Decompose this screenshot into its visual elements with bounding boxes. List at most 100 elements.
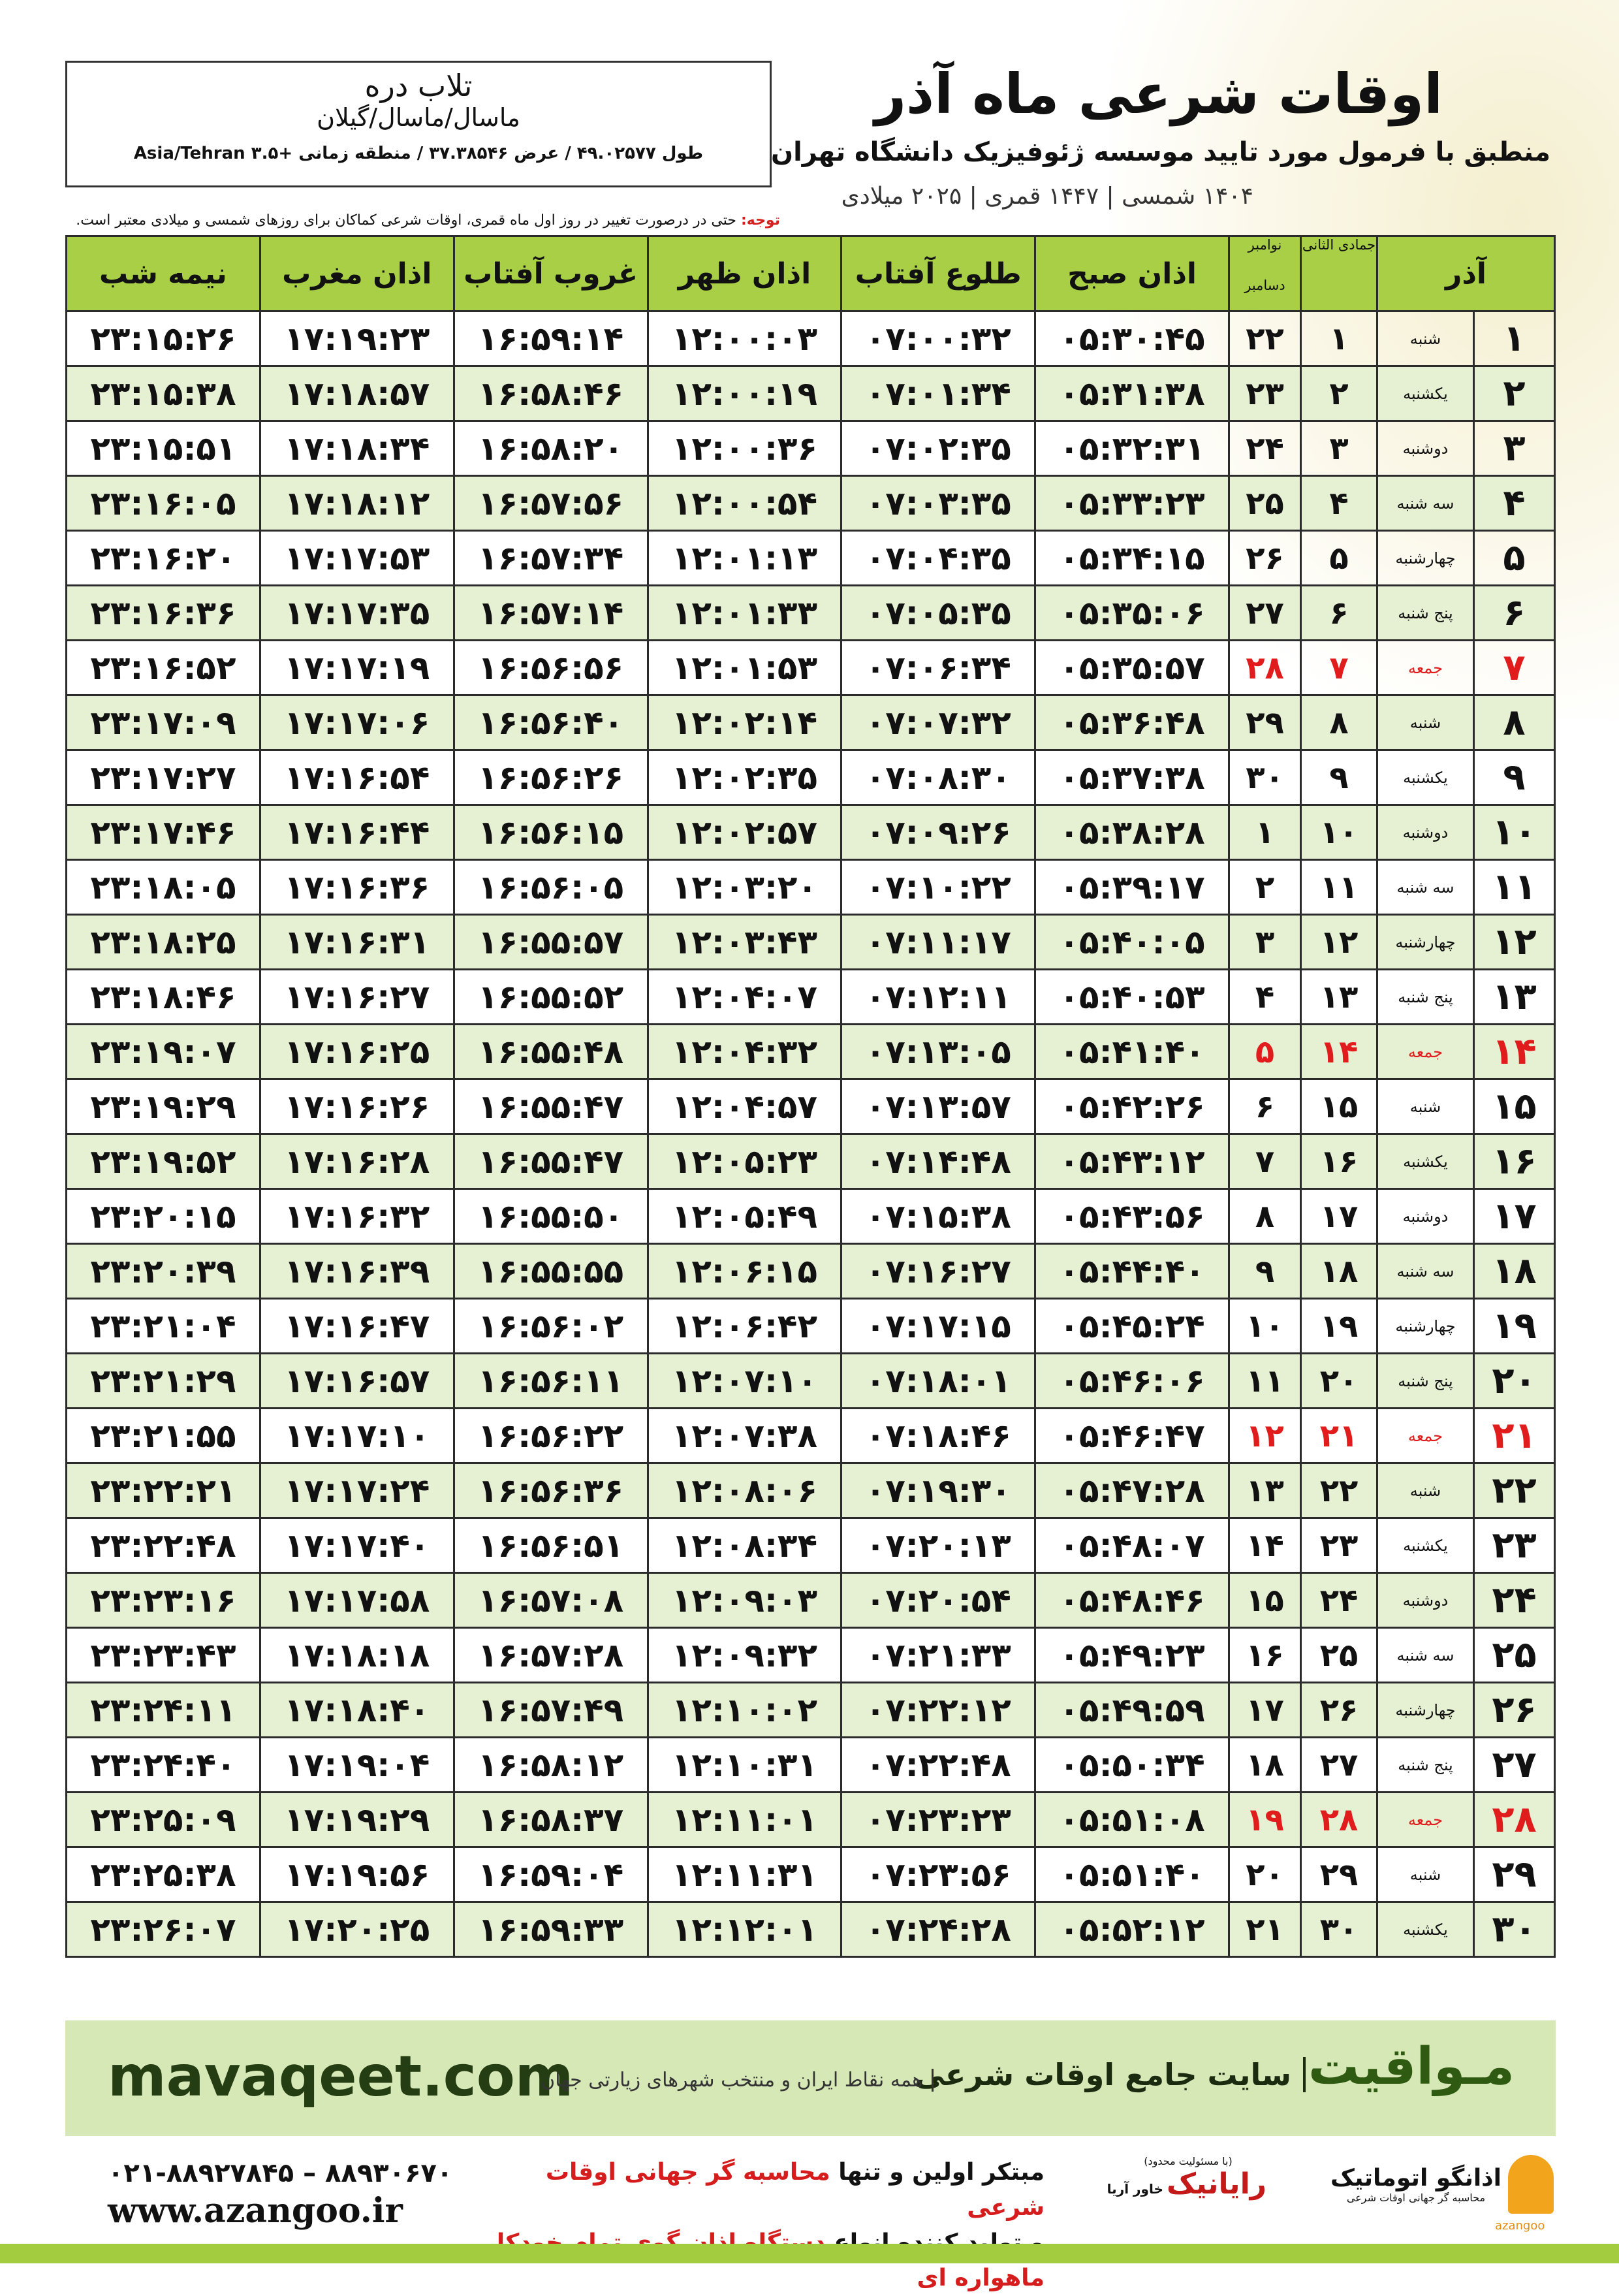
- sunset-cell: ۱۶:۵۵:۵۲: [452, 968, 649, 1025]
- dhuhr-cell: ۱۲:۱۱:۰۱: [646, 1791, 843, 1848]
- midnight-cell: ۲۳:۱۵:۵۱: [65, 420, 261, 477]
- midnight-cell: ۲۳:۲۰:۱۵: [65, 1188, 261, 1245]
- day-cell: ۱۱: [1473, 859, 1556, 916]
- day-cell: ۵: [1473, 530, 1556, 586]
- coverage: همه نقاط ایران و منتخب شهرهای زیارتی جها…: [541, 2069, 934, 2092]
- midnight-cell: ۲۳:۲۲:۲۱: [65, 1462, 261, 1519]
- sunrise-cell: ۰۷:۰۰:۳۲: [840, 310, 1037, 367]
- gregorian-day-cell: ۲۶: [1228, 530, 1302, 586]
- sunrise-cell: ۰۷:۰۳:۳۵: [840, 475, 1037, 532]
- fajr-cell: ۰۵:۴۸:۴۶: [1034, 1572, 1230, 1629]
- day-cell: ۱۷: [1473, 1188, 1556, 1245]
- day-cell: ۱۴: [1473, 1023, 1556, 1080]
- gregorian-day-cell: ۱۳: [1228, 1462, 1302, 1519]
- sunset-cell: ۱۶:۵۶:۱۱: [452, 1352, 649, 1409]
- dhuhr-cell: ۱۲:۰۶:۱۵: [646, 1243, 843, 1299]
- sunrise-cell: ۰۷:۰۶:۳۴: [840, 639, 1037, 696]
- gregorian-day-cell: ۱۲: [1228, 1407, 1302, 1464]
- sunset-cell: ۱۶:۵۶:۵۶: [452, 639, 649, 696]
- table-row: ۱ شنبه ۱ ۲۲ ۰۵:۳۰:۴۵ ۰۷:۰۰:۳۲ ۱۲:۰۰:۰۳ ۱۶:۵۹:۱۴…: [65, 310, 1556, 367]
- day-cell: ۲۱: [1473, 1407, 1556, 1464]
- column-header: اذان صبح: [1034, 235, 1230, 312]
- day-cell: ۱۳: [1473, 968, 1556, 1025]
- sunset-cell: ۱۶:۵۷:۰۸: [452, 1572, 649, 1629]
- day-cell: ۲۸: [1473, 1791, 1556, 1848]
- table-row: ۲۸ جمعه ۲۸ ۱۹ ۰۵:۵۱:۰۸ ۰۷:۲۳:۲۳ ۱۲:۱۱:۰۱ ۱۶:۵۸:…: [65, 1791, 1556, 1848]
- column-header: اذان مغرب: [259, 235, 455, 312]
- weekday-cell: یکشنبه: [1376, 749, 1475, 806]
- hijri-day-cell: ۲۷: [1300, 1736, 1378, 1793]
- dhuhr-cell: ۱۲:۰۶:۴۲: [646, 1298, 843, 1354]
- midnight-cell: ۲۳:۱۸:۲۵: [65, 914, 261, 970]
- brand: مـواقیت: [1308, 2037, 1515, 2096]
- weekday-cell: دوشنبه: [1376, 804, 1475, 861]
- fajr-cell: ۰۵:۳۵:۵۷: [1034, 639, 1230, 696]
- maghrib-cell: ۱۷:۱۸:۱۲: [259, 475, 455, 532]
- weekday-cell: جمعه: [1376, 1407, 1475, 1464]
- dhuhr-cell: ۱۲:۰۷:۱۰: [646, 1352, 843, 1409]
- weekday-cell: سه شنبه: [1376, 1243, 1475, 1299]
- table-row: ۸ شنبه ۸ ۲۹ ۰۵:۳۶:۴۸ ۰۷:۰۷:۳۲ ۱۲:۰۲:۱۴ ۱۶:۵۶:۴۰…: [65, 694, 1556, 751]
- sunrise-cell: ۰۷:۰۷:۳۲: [840, 694, 1037, 751]
- midnight-cell: ۲۳:۲۵:۳۸: [65, 1846, 261, 1903]
- midnight-cell: ۲۳:۲۱:۰۴: [65, 1298, 261, 1354]
- midnight-cell: ۲۳:۱۵:۳۸: [65, 365, 261, 422]
- azangoo-logo: اذانگو اتوماتیک محاسبه گر جهانی اوقات شر…: [1280, 2155, 1554, 2214]
- day-cell: ۸: [1473, 694, 1556, 751]
- subtitle: منطبق با فرمول مورد تایید موسسه ژئوفیزیک…: [770, 137, 1550, 167]
- weekday-cell: چهارشنبه: [1376, 1298, 1475, 1354]
- sunset-cell: ۱۶:۵۵:۵۷: [452, 914, 649, 970]
- table-row: ۷ جمعه ۷ ۲۸ ۰۵:۳۵:۵۷ ۰۷:۰۶:۳۴ ۱۲:۰۱:۵۳ ۱۶:۵۶:۵۶…: [65, 639, 1556, 696]
- sunrise-cell: ۰۷:۱۴:۴۸: [840, 1133, 1037, 1190]
- maghrib-cell: ۱۷:۱۶:۲۸: [259, 1133, 455, 1190]
- maghrib-cell: ۱۷:۱۸:۵۷: [259, 365, 455, 422]
- maghrib-cell: ۱۷:۱۷:۲۴: [259, 1462, 455, 1519]
- web-url[interactable]: www.azangoo.ir: [108, 2191, 403, 2231]
- site-url[interactable]: mavaqeet.com: [108, 2044, 574, 2109]
- sunset-cell: ۱۶:۵۷:۳۴: [452, 530, 649, 586]
- column-header: غروب آفتاب: [452, 235, 649, 312]
- table-row: ۲۳ یکشنبه ۲۳ ۱۴ ۰۵:۴۸:۰۷ ۰۷:۲۰:۱۳ ۱۲:۰۸:۳۴ ۱۶:۵…: [65, 1517, 1556, 1574]
- day-cell: ۲۳: [1473, 1517, 1556, 1574]
- sunrise-cell: ۰۷:۱۱:۱۷: [840, 914, 1037, 970]
- column-header: اذان ظهر: [646, 235, 843, 312]
- table-row: ۶ پنج شنبه ۶ ۲۷ ۰۵:۳۵:۰۶ ۰۷:۰۵:۳۵ ۱۲:۰۱:۳۳ ۱۶:۵…: [65, 584, 1556, 641]
- sunset-cell: ۱۶:۵۶:۵۱: [452, 1517, 649, 1574]
- column-header: نوامبر دسامبر: [1228, 235, 1302, 312]
- sunrise-cell: ۰۷:۲۱:۳۳: [840, 1627, 1037, 1683]
- table-row: ۱۱ سه شنبه ۱۱ ۲ ۰۵:۳۹:۱۷ ۰۷:۱۰:۲۲ ۱۲:۰۳:۲۰ ۱۶:۵…: [65, 859, 1556, 916]
- midnight-cell: ۲۳:۱۵:۲۶: [65, 310, 261, 367]
- fajr-cell: ۰۵:۴۸:۰۷: [1034, 1517, 1230, 1574]
- hijri-day-cell: ۲۳: [1300, 1517, 1378, 1574]
- sunrise-cell: ۰۷:۱۰:۲۲: [840, 859, 1037, 916]
- maghrib-cell: ۱۷:۲۰:۲۵: [259, 1901, 455, 1958]
- hijri-day-cell: ۱۹: [1300, 1298, 1378, 1354]
- column-header-top: نوامبر: [1248, 237, 1282, 253]
- sunset-cell: ۱۶:۵۶:۴۰: [452, 694, 649, 751]
- sunset-cell: ۱۶:۵۷:۲۸: [452, 1627, 649, 1683]
- sunset-cell: ۱۶:۵۵:۵۵: [452, 1243, 649, 1299]
- hijri-day-cell: ۲۵: [1300, 1627, 1378, 1683]
- hijri-day-cell: ۱۳: [1300, 968, 1378, 1025]
- hijri-day-cell: ۱: [1300, 310, 1378, 367]
- gregorian-day-cell: ۱۸: [1228, 1736, 1302, 1793]
- gregorian-day-cell: ۳: [1228, 914, 1302, 970]
- sunset-cell: ۱۶:۵۷:۱۴: [452, 584, 649, 641]
- midnight-cell: ۲۳:۱۹:۰۷: [65, 1023, 261, 1080]
- location-name: تلاب دره: [364, 68, 473, 103]
- header-row: آذر جمادی الثانی نوامبر دسامبر اذان صبح ط…: [65, 235, 1556, 312]
- sunrise-cell: ۰۷:۲۰:۱۳: [840, 1517, 1037, 1574]
- table-row: ۱۵ شنبه ۱۵ ۶ ۰۵:۴۲:۲۶ ۰۷:۱۳:۵۷ ۱۲:۰۴:۵۷ ۱۶:۵۵:۴…: [65, 1078, 1556, 1135]
- fajr-cell: ۰۵:۴۵:۲۴: [1034, 1298, 1230, 1354]
- prayer-table: آذر جمادی الثانی نوامبر دسامبر اذان صبح ط…: [65, 235, 1556, 1958]
- dhuhr-cell: ۱۲:۰۳:۲۰: [646, 859, 843, 916]
- dhuhr-cell: ۱۲:۰۵:۲۳: [646, 1133, 843, 1190]
- weekday-cell: چهارشنبه: [1376, 1682, 1475, 1738]
- hijri-day-cell: ۹: [1300, 749, 1378, 806]
- maghrib-cell: ۱۷:۱۷:۴۰: [259, 1517, 455, 1574]
- fajr-cell: ۰۵:۴۴:۴۰: [1034, 1243, 1230, 1299]
- sunrise-cell: ۰۷:۲۲:۴۸: [840, 1736, 1037, 1793]
- weekday-cell: پنج شنبه: [1376, 584, 1475, 641]
- hijri-day-cell: ۲۱: [1300, 1407, 1378, 1464]
- maghrib-cell: ۱۷:۱۷:۳۵: [259, 584, 455, 641]
